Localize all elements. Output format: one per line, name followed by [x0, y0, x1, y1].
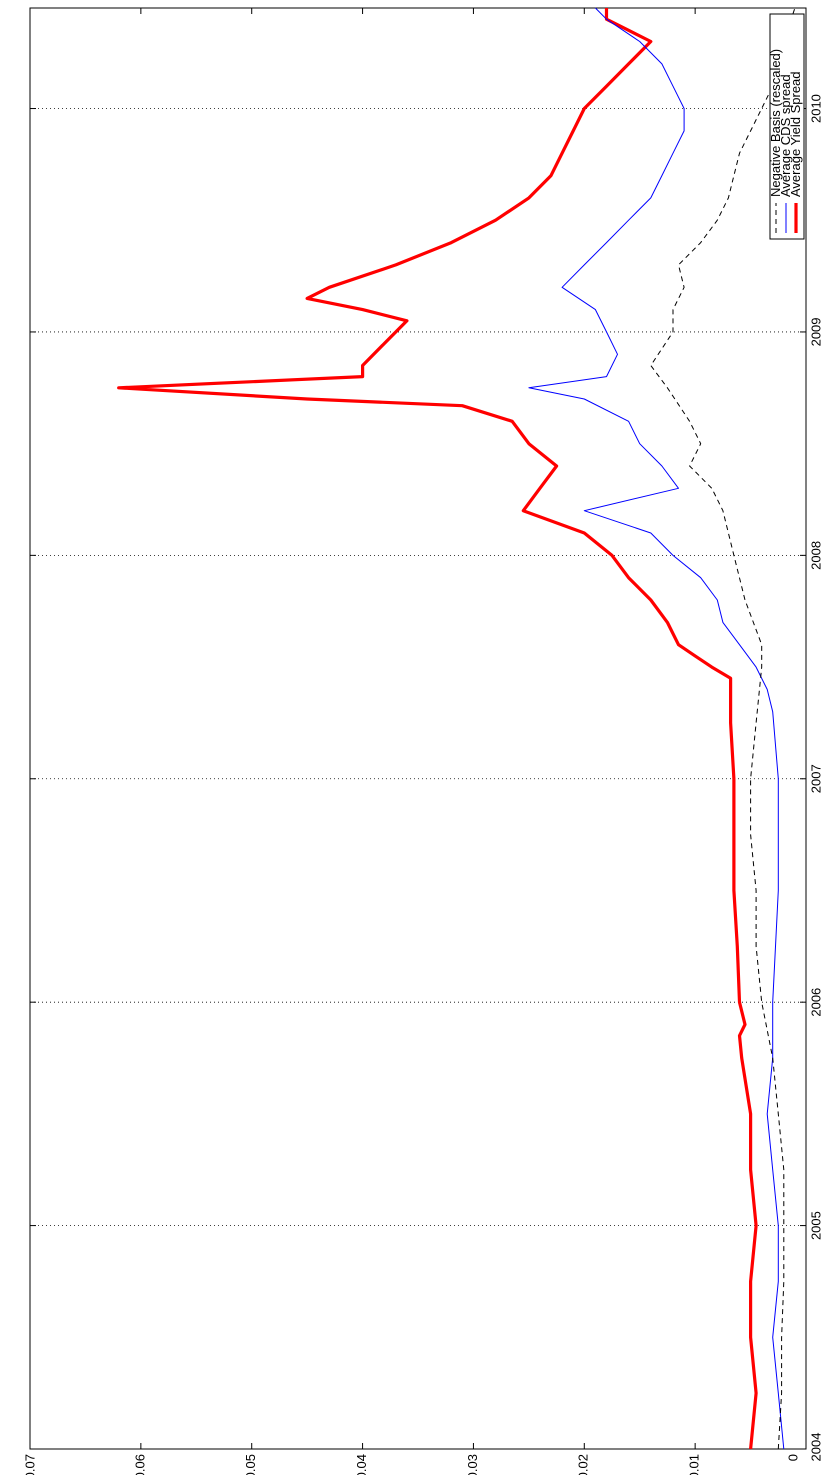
x-tick-label: 2007: [809, 764, 824, 793]
legend-label: Average Yield Spread: [788, 71, 803, 197]
legend-label: Negative Basis (rescaled): [768, 49, 783, 197]
y-tick-label: 0.02: [576, 1454, 591, 1475]
y-tick-label: 0.07: [22, 1454, 37, 1475]
y-tick-label: 0.01: [687, 1454, 702, 1475]
y-tick-label: 0.04: [354, 1454, 369, 1475]
x-tick-label: 2008: [809, 541, 824, 570]
series-line-1: [117, 8, 758, 1450]
legend-label: Average CDS spread: [778, 74, 793, 197]
series-line-2: [528, 7, 785, 1450]
y-tick-label: 0.06: [132, 1454, 147, 1475]
grid: [30, 108, 806, 1226]
x-tick-label: 2005: [809, 1211, 824, 1240]
x-tick-label: 2010: [809, 94, 824, 123]
x-tick-label: 2009: [809, 317, 824, 346]
series-line-3: [650, 7, 796, 1450]
y-tick-label: 0.03: [465, 1454, 480, 1475]
y-tick-label: 0.05: [243, 1454, 258, 1475]
y-tick-label: 0: [785, 1454, 800, 1461]
axes: 2004 2005 2006 2007 2008 2009 2010 0 0.01 0.02 0.0…: [22, 8, 824, 1475]
plot-area: [29, 7, 807, 1450]
x-tick-label: 2004: [809, 1433, 824, 1462]
x-tick-label: 2006: [809, 988, 824, 1017]
legend-box: [769, 13, 805, 240]
series-layer: [117, 7, 796, 1450]
